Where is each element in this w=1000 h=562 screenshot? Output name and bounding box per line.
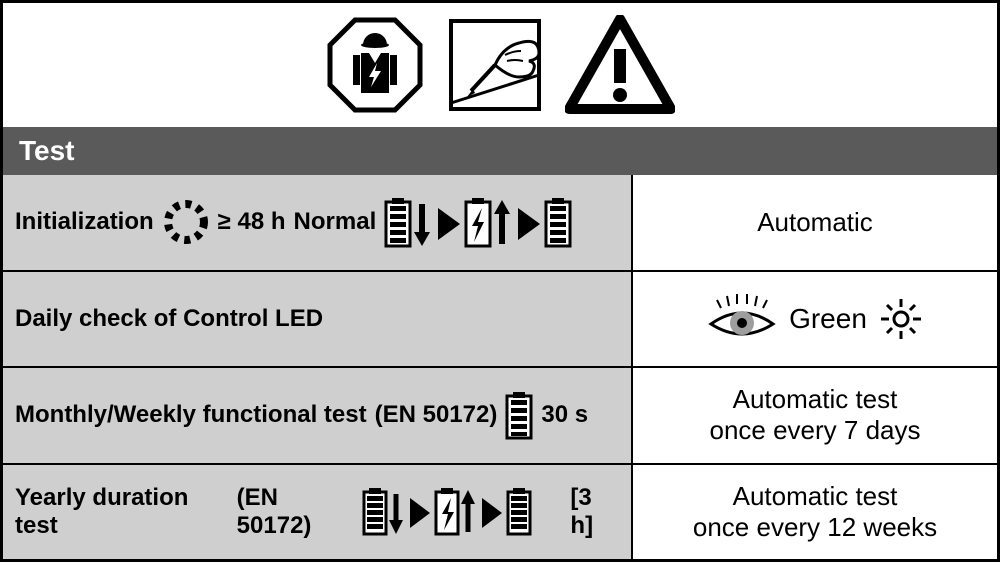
electrician-octagon-icon <box>325 15 425 115</box>
row-daily-led: Daily check of Control LED Gre <box>3 270 997 367</box>
test-table: Test Initialization ≥ 48 h Normal <box>0 0 1000 562</box>
label: Yearly duration test <box>15 484 229 540</box>
duration: [3 h] <box>570 484 619 540</box>
row-right: Automatic test once every 7 days <box>633 368 997 463</box>
green-label: Green <box>789 302 867 336</box>
duration: 30 s <box>541 401 588 429</box>
eye-icon <box>707 294 777 344</box>
standard: (EN 50172) <box>237 484 355 540</box>
right-text: Automatic <box>757 207 873 238</box>
right-text: Automatic test once every 12 weeks <box>693 481 937 543</box>
row-initialization: Initialization ≥ 48 h Normal <box>3 175 997 270</box>
rows-container: Initialization ≥ 48 h Normal <box>3 175 997 559</box>
battery-cycle-icon <box>362 484 562 540</box>
mode: Normal <box>294 208 377 236</box>
row-weekly-test: Monthly/Weekly functional test (EN 50172… <box>3 366 997 463</box>
row-left: Monthly/Weekly functional test (EN 50172… <box>3 368 633 463</box>
row-yearly-test: Yearly duration test (EN 50172) <box>3 463 997 560</box>
row-left: Initialization ≥ 48 h Normal <box>3 175 633 270</box>
title-text: Test <box>19 135 75 166</box>
ring-icon <box>162 198 210 246</box>
standard: (EN 50172) <box>375 401 498 429</box>
duration: ≥ 48 h <box>218 208 286 236</box>
header-icons <box>3 3 997 127</box>
row-right: Automatic <box>633 175 997 270</box>
label: Daily check of Control LED <box>15 305 323 333</box>
title-bar: Test <box>3 127 997 175</box>
right-text: Automatic test once every 7 days <box>709 384 920 446</box>
battery-full-icon <box>505 390 533 440</box>
led-sun-icon <box>879 297 923 341</box>
row-right: Green <box>633 272 997 367</box>
row-left: Daily check of Control LED <box>3 272 633 367</box>
row-right: Automatic test once every 12 weeks <box>633 465 997 560</box>
hand-writing-icon <box>445 15 545 115</box>
label: Initialization <box>15 208 154 236</box>
label: Monthly/Weekly functional test <box>15 401 367 429</box>
row-left: Yearly duration test (EN 50172) <box>3 465 633 560</box>
battery-cycle-icon <box>384 192 604 252</box>
warning-triangle-icon <box>565 15 675 115</box>
